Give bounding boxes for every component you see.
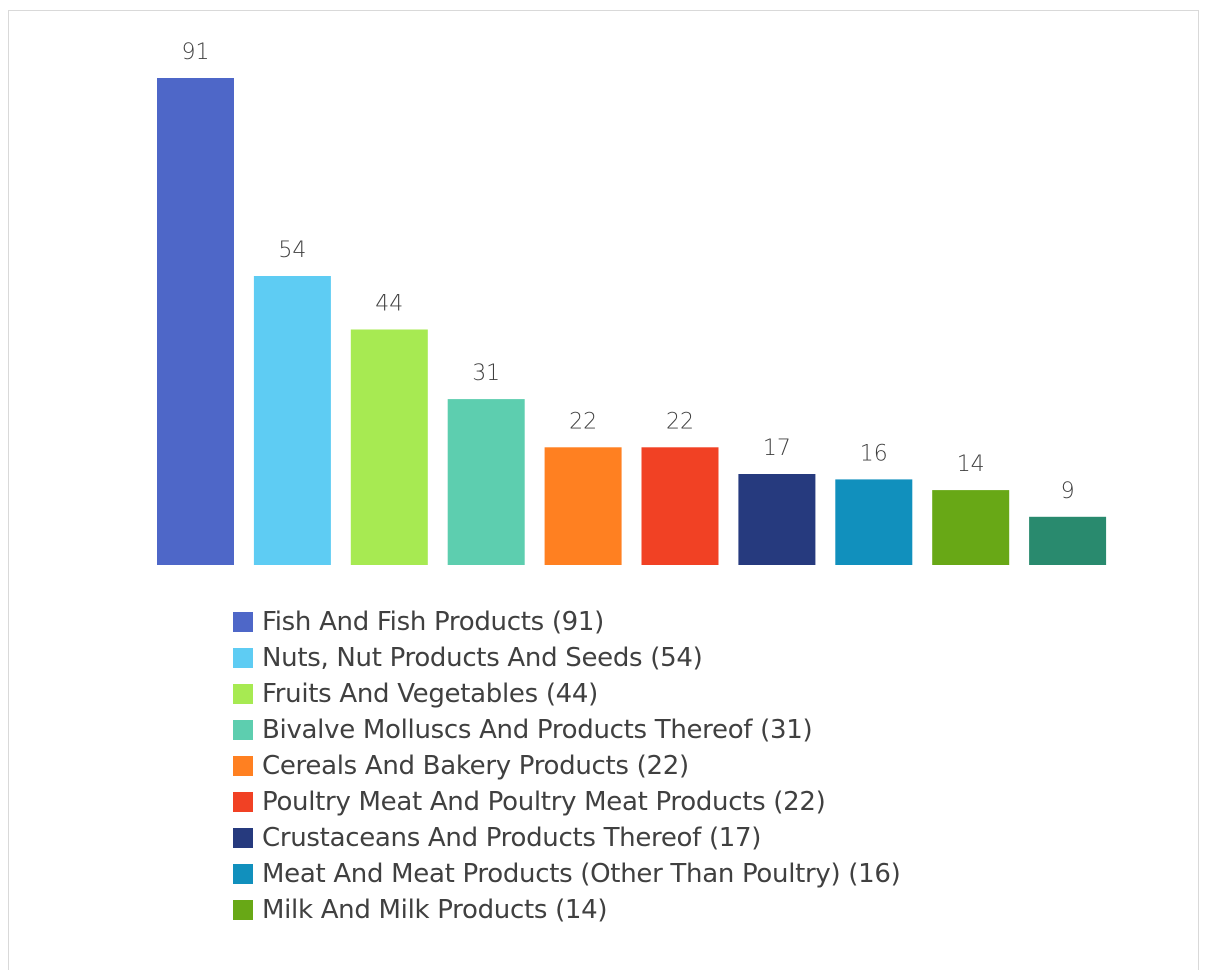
- bar-1: [157, 78, 234, 565]
- legend-label-9: Milk And Milk Products (14): [262, 895, 608, 925]
- bar-4: [447, 399, 525, 565]
- legend-swatch-4: [233, 720, 253, 740]
- data-labels-group: 91 54 44 31 22 22 17 16 14 9: [182, 40, 1075, 504]
- bar-value-label-6: 22: [666, 409, 694, 434]
- legend-label-8: Meat And Meat Products (Other Than Poult…: [262, 859, 901, 889]
- legend-label-5: Cereals And Bakery Products (22): [262, 751, 689, 781]
- bar-value-label-3: 44: [375, 292, 403, 317]
- bar-5: [544, 447, 622, 565]
- bar-value-label-9: 14: [957, 452, 985, 477]
- legend-item-3: Fruits And Vegetables (44): [233, 676, 900, 712]
- chart-frame: 91 54 44 31 22 22 17 16 14 9 Fish And Fish Produc…: [8, 10, 1199, 970]
- bar-value-label-10: 9: [1061, 479, 1075, 504]
- legend-swatch-9: [233, 900, 253, 920]
- legend: Fish And Fish Products (91) Nuts, Nut Pro…: [233, 604, 901, 928]
- legend-label-4: Bivalve Molluscs And Products Thereof (3…: [262, 715, 813, 745]
- bar-7: [738, 474, 816, 565]
- legend-label-7: Crustaceans And Products Thereof (17): [262, 823, 762, 853]
- legend-item-8: Meat And Meat Products (Other Than Poult…: [233, 856, 901, 892]
- legend-item-2: Nuts, Nut Products And Seeds (54): [233, 640, 900, 676]
- legend-swatch-8: [233, 864, 253, 884]
- legend-label-2: Nuts, Nut Products And Seeds (54): [262, 643, 703, 673]
- bar-6: [641, 447, 719, 565]
- bar-2: [253, 276, 331, 565]
- legend-item-1: Fish And Fish Products (91): [233, 604, 900, 640]
- legend-item-4: Bivalve Molluscs And Products Thereof (3…: [233, 712, 900, 748]
- bar-value-label-2: 54: [278, 238, 306, 263]
- bar-9: [932, 490, 1010, 565]
- bar-value-label-1: 91: [182, 40, 210, 65]
- bar-8: [835, 479, 913, 565]
- bar-value-label-7: 17: [763, 436, 791, 461]
- bar-10: [1029, 516, 1107, 565]
- legend-item-7: Crustaceans And Products Thereof (17): [233, 820, 900, 856]
- legend-swatch-1: [233, 612, 253, 632]
- bars-group: [157, 78, 1107, 565]
- bar-chart: 91 54 44 31 22 22 17 16 14 9: [157, 40, 1107, 565]
- bar-value-label-8: 16: [860, 441, 888, 466]
- legend-label-6: Poultry Meat And Poultry Meat Products (…: [262, 787, 826, 817]
- legend-swatch-6: [233, 792, 253, 812]
- legend-swatch-7: [233, 828, 253, 848]
- legend-item-6: Poultry Meat And Poultry Meat Products (…: [233, 784, 900, 820]
- bar-value-label-4: 31: [472, 361, 500, 386]
- legend-swatch-5: [233, 756, 253, 776]
- legend-swatch-3: [233, 684, 253, 704]
- legend-item-5: Cereals And Bakery Products (22): [233, 748, 900, 784]
- legend-label-3: Fruits And Vegetables (44): [262, 679, 598, 709]
- bar-3: [350, 329, 428, 565]
- legend-swatch-2: [233, 648, 253, 668]
- legend-label-1: Fish And Fish Products (91): [262, 607, 604, 637]
- bar-value-label-5: 22: [569, 409, 597, 434]
- legend-item-9: Milk And Milk Products (14): [233, 892, 900, 928]
